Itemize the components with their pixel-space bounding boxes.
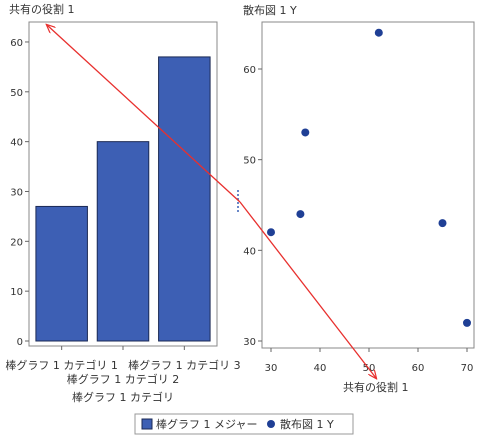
scatter-x-tick-label: 30: [265, 363, 278, 374]
bar-y-tick-label: 20: [10, 237, 23, 248]
bar-x-axis-title: 棒グラフ 1 カテゴリ: [72, 390, 174, 404]
legend: 棒グラフ 1 メジャー 散布図 1 Y: [134, 413, 354, 435]
legend-bar-label: 棒グラフ 1 メジャー: [156, 417, 257, 431]
scatter-point[interactable]: [296, 210, 305, 219]
bar-y-tick-label: 40: [10, 138, 23, 149]
scatter-y-tick-label: 30: [243, 337, 256, 348]
scatter-y-tick-label: 40: [243, 246, 256, 257]
scatter-point[interactable]: [301, 128, 310, 137]
bar-series: [35, 56, 211, 342]
scatter-point[interactable]: [463, 318, 471, 327]
legend-point-label: 散布図 1 Y: [280, 417, 334, 431]
bar-y-tick-label: 10: [10, 287, 23, 298]
scatter-x-tick-label: 40: [314, 363, 327, 374]
bar-category-label: 棒グラフ 1 カテゴリ 2: [67, 372, 180, 386]
legend-box: [134, 413, 354, 435]
bar-category-label: 棒グラフ 1 カテゴリ 1: [5, 358, 118, 372]
bar[interactable]: [35, 205, 88, 342]
bar-y-axis: 0 10 20 30 40 50 60: [10, 38, 29, 348]
shared-role-label-top: 共有の役割 1: [9, 2, 75, 16]
scatter-series: [267, 28, 471, 327]
bar-y-tick-label: 0: [17, 337, 23, 348]
scatter-x-tick-label: 60: [412, 363, 425, 374]
legend-point-swatch-icon: [267, 420, 275, 428]
shared-role-arrow-down: [239, 201, 376, 378]
bar[interactable]: [96, 141, 150, 342]
scatter-x-tick-label: 70: [461, 363, 474, 374]
scatter-title: 散布図 1 Y: [243, 3, 297, 17]
scatter-x-axis: 3040506070: [265, 348, 474, 374]
scatter-y-tick-label: 50: [243, 156, 256, 167]
shared-role-arrow-up: [47, 25, 241, 203]
scatter-point[interactable]: [374, 28, 383, 37]
bar-y-tick-label: 60: [10, 38, 23, 49]
bar-y-tick-label: 50: [10, 88, 23, 99]
scatter-y-tick-label: 60: [243, 65, 256, 76]
shared-role-label-bottom: 共有の役割 1: [343, 380, 409, 394]
scatter-y-axis: 30 40 50 60: [243, 65, 262, 348]
scatter-point[interactable]: [438, 219, 447, 228]
legend-bar-swatch-icon: [141, 418, 153, 430]
scatter-chart-frame: [261, 21, 475, 349]
bar-y-tick-label: 30: [10, 187, 23, 198]
bar-category-label: 棒グラフ 1 カテゴリ 3: [128, 358, 241, 372]
bar[interactable]: [158, 56, 211, 342]
scatter-point[interactable]: [267, 228, 275, 237]
